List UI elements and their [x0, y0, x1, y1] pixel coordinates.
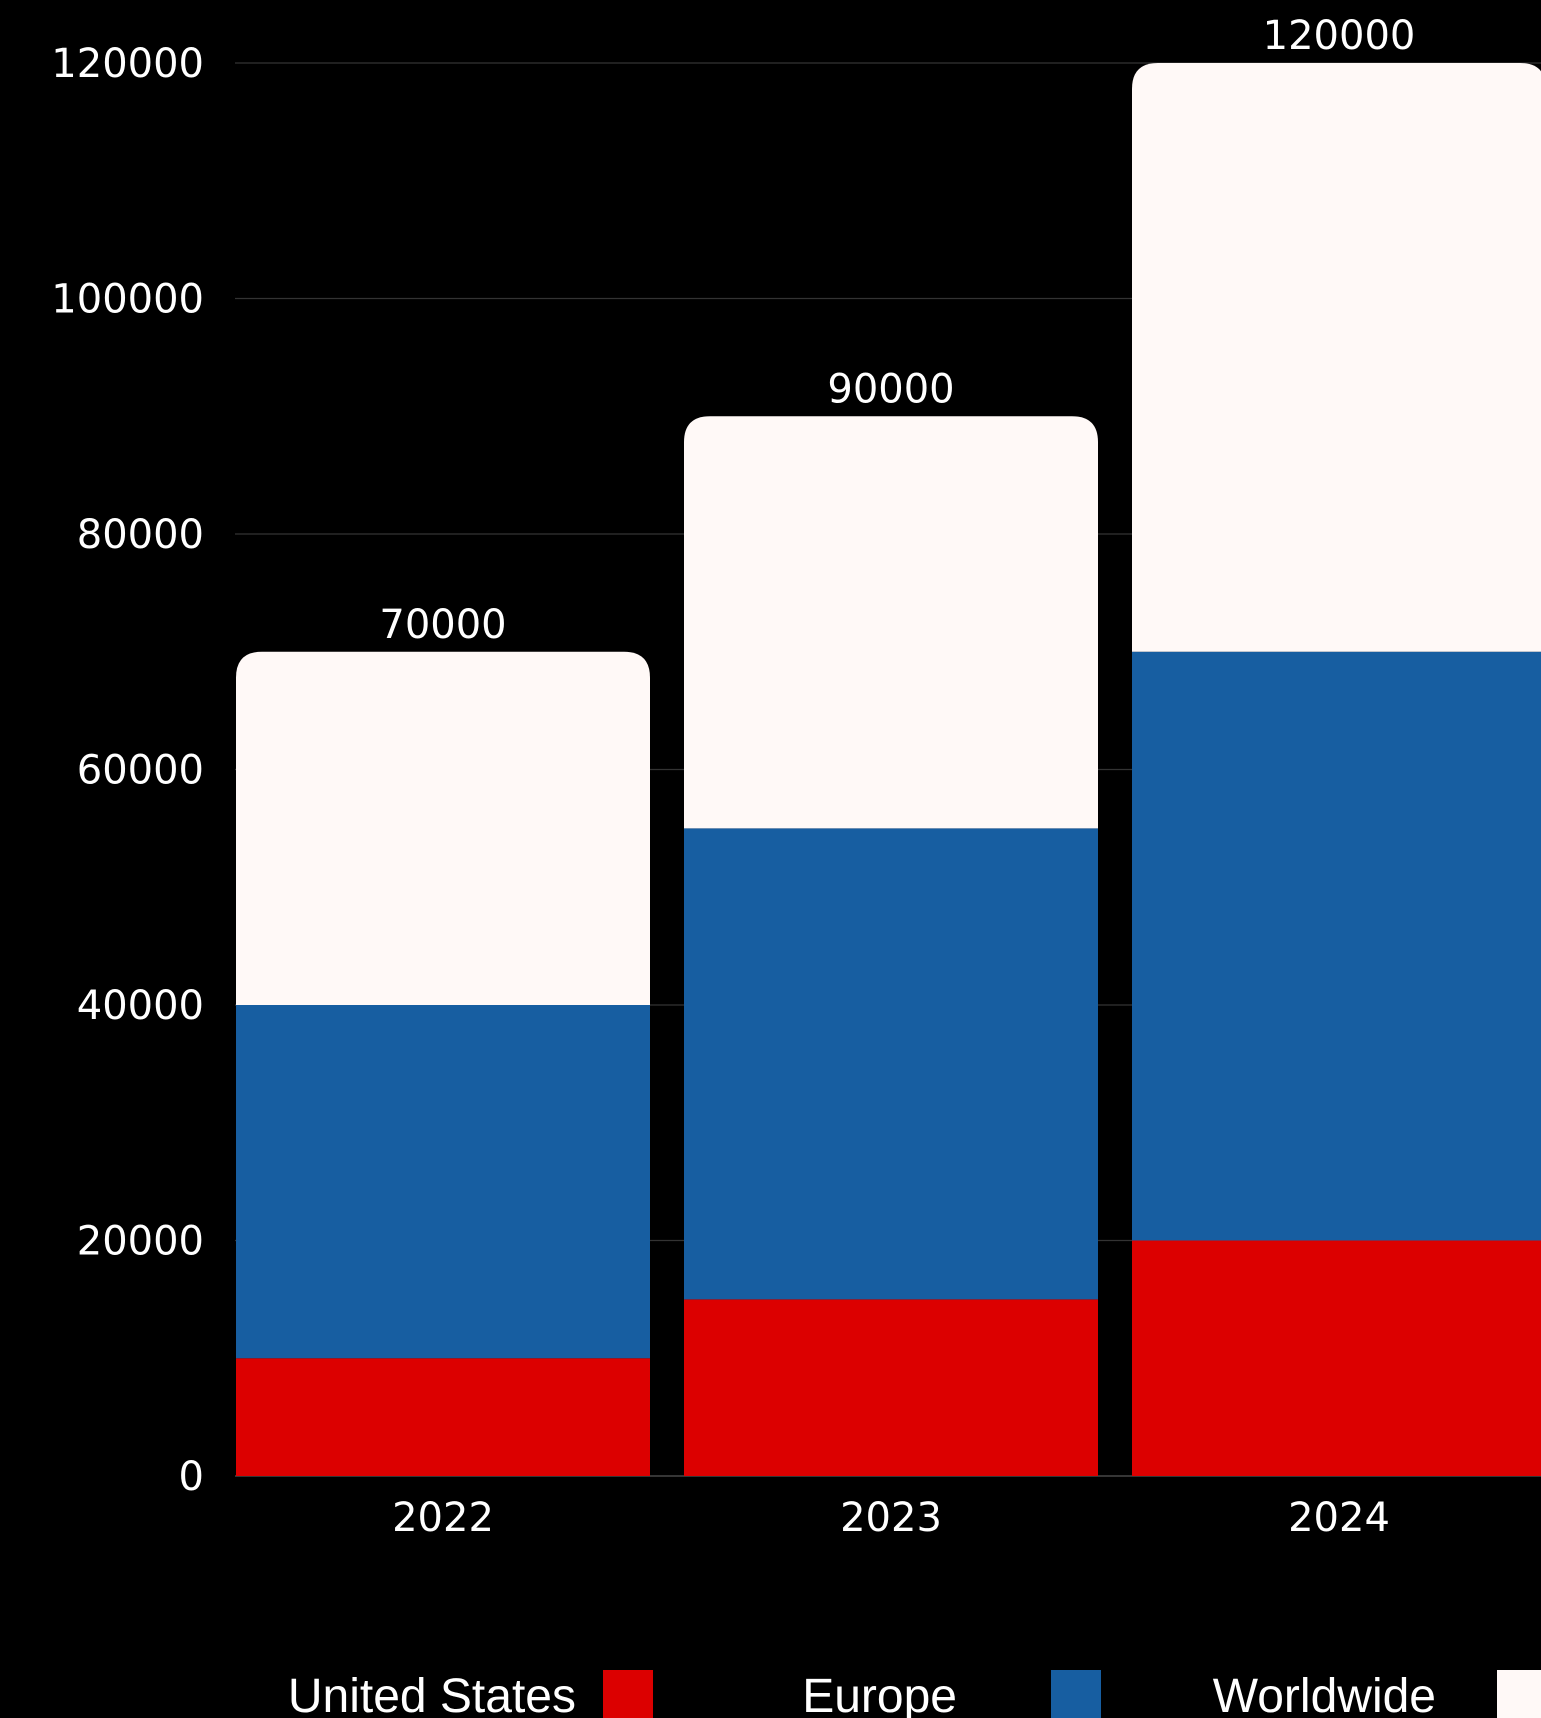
y-tick-label: 120000 [51, 41, 204, 87]
legend: United States Europe Worldwide [288, 1670, 1541, 1718]
bar-segment-united-states [236, 1358, 650, 1476]
bars [236, 63, 1541, 1476]
y-tick-label: 20000 [77, 1219, 204, 1265]
legend-label-worldwide: Worldwide [1213, 1670, 1436, 1718]
bar-segment-worldwide [236, 651, 650, 1005]
legend-swatch-europe [1051, 1670, 1101, 1718]
x-tick-label: 2024 [1288, 1495, 1390, 1541]
bar-segment-united-states [684, 1299, 1098, 1476]
y-tick-label: 60000 [77, 748, 204, 794]
x-tick-label: 2022 [392, 1495, 494, 1541]
legend-swatch-worldwide [1497, 1670, 1541, 1718]
x-axis-ticks: 2022 2023 2024 [392, 1495, 1390, 1541]
y-tick-label: 0 [179, 1454, 204, 1500]
bar-total-label: 90000 [827, 366, 954, 412]
bar-segment-europe [684, 828, 1098, 1300]
y-axis-ticks: 0 20000 40000 60000 80000 100000 120000 [51, 41, 204, 1500]
bar-total-label: 120000 [1263, 13, 1416, 59]
bar-total-label: 70000 [379, 602, 506, 648]
y-tick-label: 100000 [51, 277, 204, 323]
total-labels: 70000 90000 120000 [379, 13, 1415, 648]
bar-segment-united-states [1132, 1240, 1541, 1476]
bar-segment-worldwide [684, 416, 1098, 829]
y-tick-label: 40000 [77, 983, 204, 1029]
x-tick-label: 2023 [840, 1495, 942, 1541]
bar-segment-europe [1132, 651, 1541, 1241]
bar-segment-europe [236, 1005, 650, 1359]
legend-label-united-states: United States [288, 1670, 576, 1718]
y-tick-label: 80000 [77, 512, 204, 558]
legend-swatch-united-states [603, 1670, 653, 1718]
legend-label-europe: Europe [802, 1670, 957, 1718]
bar-segment-worldwide [1132, 63, 1541, 652]
